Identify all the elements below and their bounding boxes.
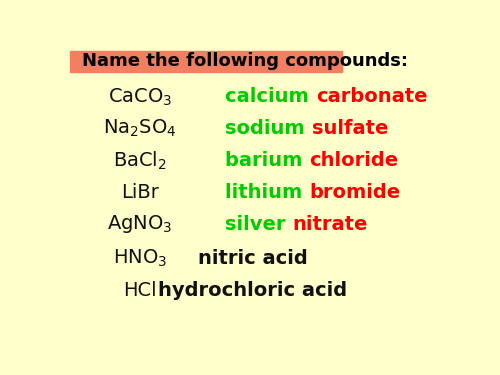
Text: lithium: lithium bbox=[225, 183, 309, 202]
Text: nitric acid: nitric acid bbox=[198, 249, 307, 268]
Text: sodium: sodium bbox=[225, 119, 312, 138]
Text: HCl: HCl bbox=[123, 281, 157, 300]
Text: calcium: calcium bbox=[225, 87, 316, 106]
Text: HNO$_3$: HNO$_3$ bbox=[113, 248, 167, 269]
Text: bromide: bromide bbox=[309, 183, 400, 202]
Text: Name the following compounds:: Name the following compounds: bbox=[82, 53, 408, 70]
Text: LiBr: LiBr bbox=[121, 183, 159, 202]
Text: CaCO$_3$: CaCO$_3$ bbox=[108, 86, 172, 108]
Text: carbonate: carbonate bbox=[316, 87, 427, 106]
Text: sulfate: sulfate bbox=[312, 119, 388, 138]
Text: BaCl$_2$: BaCl$_2$ bbox=[113, 149, 167, 172]
Text: hydrochloric acid: hydrochloric acid bbox=[158, 281, 347, 300]
Text: nitrate: nitrate bbox=[292, 214, 368, 234]
Text: Na$_2$SO$_4$: Na$_2$SO$_4$ bbox=[103, 118, 177, 140]
Text: AgNO$_3$: AgNO$_3$ bbox=[108, 213, 172, 235]
Text: silver: silver bbox=[225, 214, 292, 234]
Text: barium: barium bbox=[225, 151, 310, 170]
FancyBboxPatch shape bbox=[70, 51, 342, 72]
Text: chloride: chloride bbox=[310, 151, 398, 170]
